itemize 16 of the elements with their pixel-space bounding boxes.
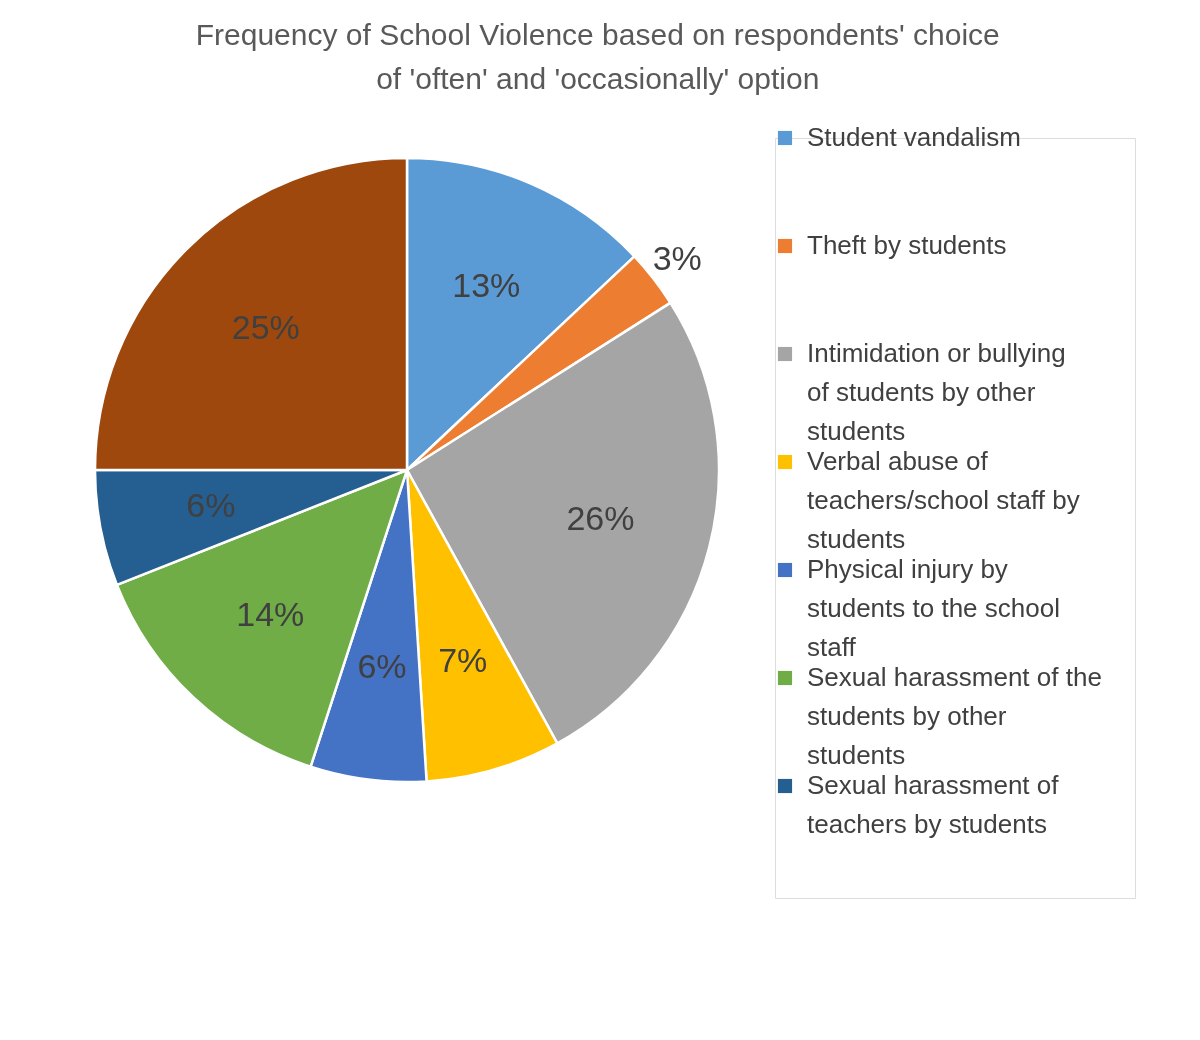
- legend-label: Physical injury by students to the school staff: [807, 554, 1060, 662]
- data-label: 13%: [452, 265, 521, 304]
- data-label: 26%: [566, 498, 635, 537]
- data-label: 14%: [236, 594, 305, 633]
- chart-title: Frequency of School Violence based on respondents' choice of 'often' and 'occasionally' option: [195, 17, 1000, 95]
- legend-label: Theft by students: [807, 230, 1007, 260]
- legend-label: Student vandalism: [807, 122, 1021, 152]
- legend-label: Verbal abuse of teachers/school staff by students: [807, 446, 1080, 554]
- data-label: 3%: [652, 239, 702, 278]
- data-label: 7%: [438, 640, 488, 679]
- data-label: 6%: [357, 647, 407, 686]
- data-label: 25%: [231, 307, 300, 346]
- legend-label: Intimidation or bullying of students by other students: [807, 338, 1066, 446]
- legend-label: Sexual harassment of the students by other students: [807, 662, 1102, 770]
- legend-label: Sexual harassment of teachers by students: [807, 770, 1060, 839]
- data-label: 6%: [186, 486, 236, 525]
